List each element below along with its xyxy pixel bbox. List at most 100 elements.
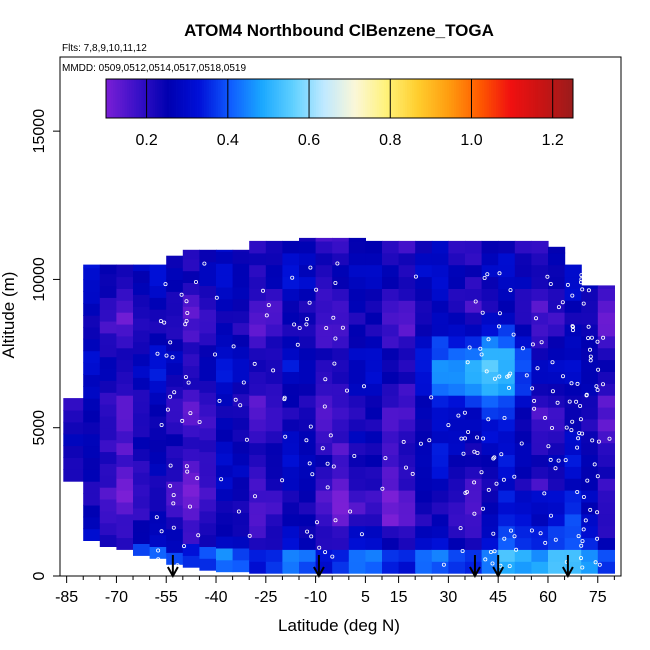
colorbar-step: [148, 79, 151, 118]
curtain-cell: [481, 371, 499, 384]
curtain-cell: [531, 288, 549, 301]
sample-point: [193, 279, 198, 284]
curtain-cell: [265, 359, 283, 372]
curtain-cell: [382, 300, 400, 313]
curtain-cell: [564, 454, 582, 467]
sample-point: [252, 494, 257, 499]
curtain-cell: [365, 252, 383, 266]
sample-point: [486, 417, 491, 422]
curtain-cell: [431, 430, 449, 444]
colorbar-step: [288, 79, 291, 118]
colorbar-step: [381, 79, 385, 118]
colorbar-step: [512, 79, 516, 118]
colorbar-step: [274, 79, 277, 118]
sample-point: [571, 328, 576, 333]
curtain-cell: [465, 407, 483, 420]
curtain-cell: [63, 398, 84, 411]
curtain-cell: [332, 478, 350, 491]
colorbar-tick-label: 1.0: [460, 132, 482, 149]
colorbar-step: [430, 79, 434, 118]
curtain-cell: [398, 252, 416, 266]
x-tick-label: 15: [390, 589, 408, 606]
curtain-cell: [199, 439, 217, 453]
colorbar-step: [106, 79, 109, 118]
curtain-cell: [232, 536, 250, 549]
colorbar-step: [358, 79, 361, 118]
sample-point: [581, 527, 586, 532]
curtain-cell: [365, 537, 383, 550]
curtain-cell: [216, 263, 234, 276]
curtain-cell: [581, 418, 599, 432]
colorbar-step: [325, 79, 329, 118]
curtain-cell: [514, 466, 532, 479]
sample-point: [217, 398, 222, 403]
curtain-cell: [348, 323, 366, 337]
curtain-cell: [415, 513, 433, 527]
curtain-cell: [398, 371, 416, 384]
curtain-cell: [448, 240, 466, 254]
curtain-cell: [83, 457, 101, 470]
curtain-cell: [481, 454, 499, 467]
curtain-cell: [299, 525, 317, 539]
sample-point: [165, 407, 170, 412]
curtain-cell: [431, 252, 449, 266]
curtain-cell: [116, 525, 134, 539]
y-axis: 0 5000 10000 15000: [31, 109, 60, 580]
curtain-cell: [382, 347, 400, 361]
sample-point: [590, 438, 595, 443]
curtain-cell: [116, 466, 134, 479]
curtain-cell: [498, 276, 516, 289]
sample-point: [156, 548, 161, 553]
curtain-cell: [99, 297, 117, 310]
curtain-cell: [398, 240, 416, 254]
curtain-cell: [63, 433, 84, 447]
sample-point: [561, 374, 566, 379]
sample-point: [511, 332, 516, 337]
curtain-cell: [382, 323, 400, 337]
curtain-cell: [597, 300, 615, 313]
curtain-cell: [216, 298, 234, 312]
curtain-cell: [514, 335, 532, 349]
curtain-cell: [232, 405, 250, 418]
curtain-cell: [415, 395, 433, 408]
curtain-cell: [265, 288, 283, 301]
curtain-cell: [531, 347, 549, 361]
curtain-cell: [548, 407, 566, 420]
curtain-cell: [265, 561, 283, 574]
curtain-cell: [448, 300, 466, 313]
curtain-cell: [348, 407, 366, 420]
sample-point: [499, 452, 504, 457]
curtain-cell: [133, 519, 151, 533]
curtain-cell: [116, 347, 134, 361]
sample-point: [555, 400, 560, 405]
curtain-cell: [99, 380, 117, 393]
curtain-cell: [299, 430, 317, 444]
colorbar-step: [215, 79, 219, 118]
curtain-cell: [299, 442, 317, 455]
curtain-cell: [249, 561, 267, 574]
curtain-layer: [63, 237, 615, 574]
curtain-cell: [99, 510, 117, 524]
colorbar-step: [437, 79, 441, 118]
curtain-cell: [597, 501, 615, 515]
colorbar-step: [241, 79, 245, 118]
colorbar-step: [134, 79, 137, 118]
curtain-cell: [548, 525, 566, 539]
curtain-cell: [431, 537, 449, 550]
curtain-cell: [348, 418, 366, 432]
sample-point: [574, 399, 579, 404]
sample-point: [413, 274, 418, 279]
curtain-cell: [514, 454, 532, 467]
curtain-cell: [282, 264, 300, 278]
curtain-cell: [315, 276, 333, 289]
curtain-cell: [99, 368, 117, 381]
curtain-cell: [465, 501, 483, 515]
curtain-cell: [149, 427, 167, 441]
sample-point: [472, 511, 477, 516]
curtain-cell: [348, 395, 366, 408]
curtain-cell: [498, 395, 516, 408]
curtain-cell: [514, 300, 532, 313]
colorbar-step: [435, 79, 438, 118]
sample-point: [410, 471, 415, 476]
colorbar-step: [243, 79, 247, 118]
